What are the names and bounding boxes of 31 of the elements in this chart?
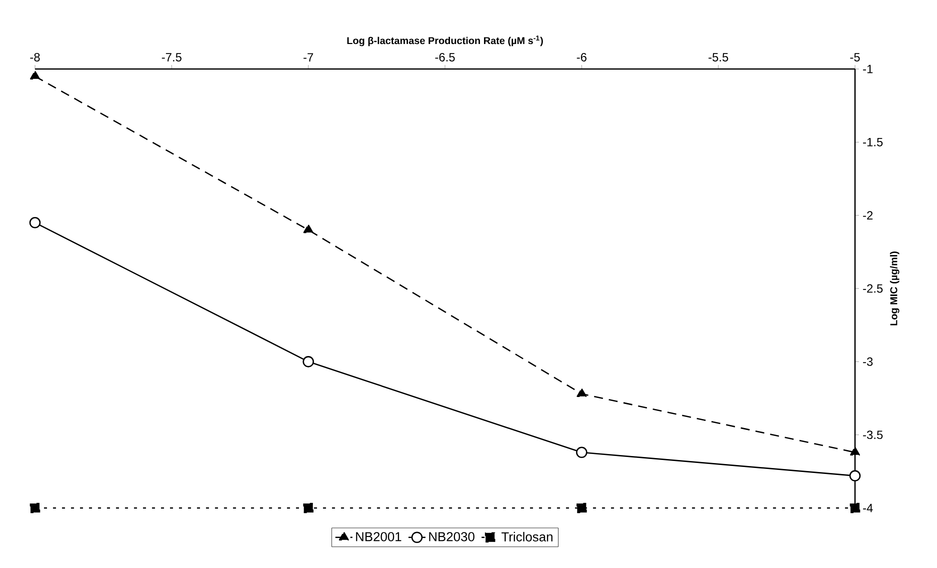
x-tick-label: -7.5 (162, 53, 182, 62)
point (576, 502, 587, 514)
point (850, 446, 860, 456)
point (302, 356, 314, 368)
y-tick-label: -3.5 (863, 430, 883, 440)
point (850, 502, 860, 514)
point (29, 217, 41, 228)
y-tick-label: -2 (863, 211, 873, 220)
point (303, 502, 314, 514)
point (576, 446, 588, 458)
point (576, 388, 587, 398)
point (849, 470, 861, 482)
y-tick-label: -1 (863, 64, 873, 74)
y-axis-title: Log MIC (µg/ml) (890, 252, 900, 326)
x-tick-label: -6 (576, 53, 586, 62)
x-tick-label: -5 (850, 53, 860, 62)
y-tick-label: -4 (863, 504, 873, 512)
legend-label: NB2030 (429, 532, 474, 542)
x-tick-label: -8 (30, 53, 40, 62)
point (30, 502, 40, 514)
point (30, 70, 40, 80)
y-tick-label: -2.5 (863, 284, 883, 293)
legend-label: Triclosan (502, 532, 552, 542)
x-tick-label: -6.5 (435, 53, 455, 62)
y-tick-label: -1.5 (863, 138, 883, 146)
x-tick-label: -5.5 (708, 53, 728, 62)
point (303, 224, 314, 234)
legend-label: NB2001 (356, 532, 402, 542)
x-tick-label: -7 (304, 53, 314, 62)
y-tick-label: -3 (863, 357, 873, 366)
x-axis-title: Log β-lactamase Production Rate (µM s$^{-1}$) (347, 36, 543, 46)
